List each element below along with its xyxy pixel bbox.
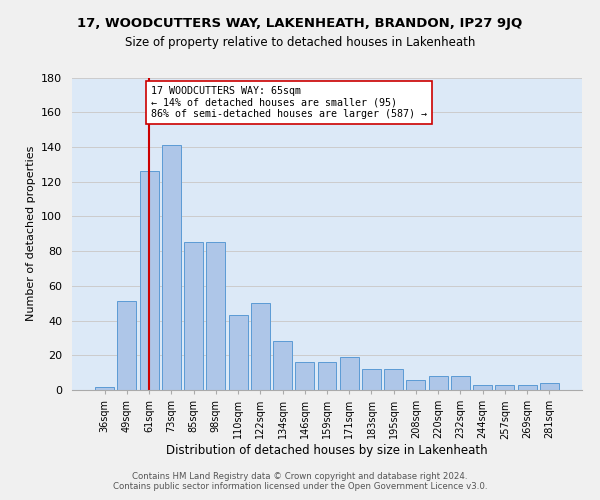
Bar [95, 386, 114, 390]
Y-axis label: Number of detached properties: Number of detached properties [26, 146, 35, 322]
Text: Contains HM Land Registry data © Crown copyright and database right 2024.: Contains HM Land Registry data © Crown c… [132, 472, 468, 481]
Text: Contains public sector information licensed under the Open Government Licence v3: Contains public sector information licen… [113, 482, 487, 491]
Bar [429, 376, 448, 390]
Text: 17, WOODCUTTERS WAY, LAKENHEATH, BRANDON, IP27 9JQ: 17, WOODCUTTERS WAY, LAKENHEATH, BRANDON… [77, 18, 523, 30]
Bar [473, 385, 492, 390]
Bar [362, 369, 381, 390]
Bar [184, 242, 203, 390]
Bar [140, 171, 158, 390]
Bar [317, 362, 337, 390]
Bar [295, 362, 314, 390]
Bar [384, 369, 403, 390]
Bar [496, 385, 514, 390]
Bar [118, 302, 136, 390]
Bar [340, 357, 359, 390]
Bar [518, 385, 536, 390]
Bar [251, 303, 270, 390]
Bar [540, 383, 559, 390]
Bar [229, 316, 248, 390]
Bar [451, 376, 470, 390]
Bar [206, 242, 225, 390]
Bar [273, 342, 292, 390]
X-axis label: Distribution of detached houses by size in Lakenheath: Distribution of detached houses by size … [166, 444, 488, 457]
Bar [406, 380, 425, 390]
Text: 17 WOODCUTTERS WAY: 65sqm
← 14% of detached houses are smaller (95)
86% of semi-: 17 WOODCUTTERS WAY: 65sqm ← 14% of detac… [151, 86, 427, 120]
Bar [162, 145, 181, 390]
Text: Size of property relative to detached houses in Lakenheath: Size of property relative to detached ho… [125, 36, 475, 49]
